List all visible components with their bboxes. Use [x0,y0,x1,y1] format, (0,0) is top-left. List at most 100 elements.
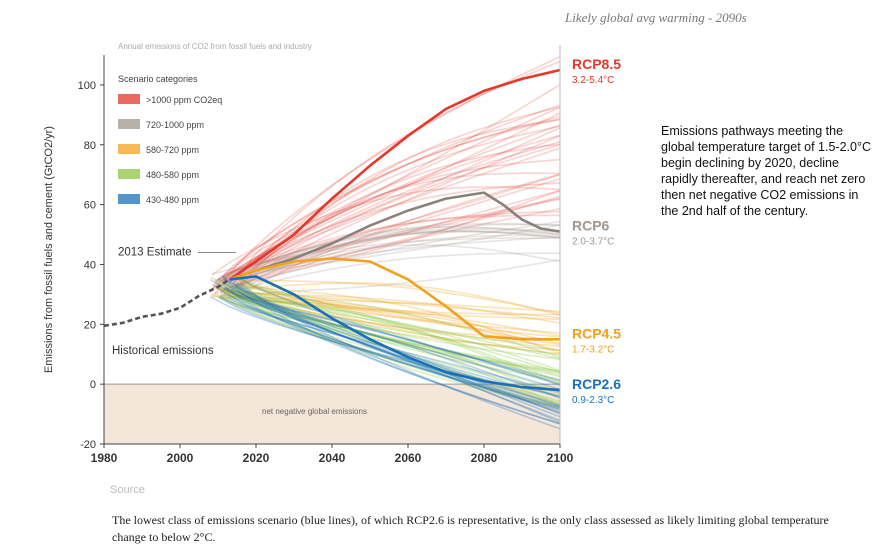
band-blue-line [210,278,561,423]
band-orange-line [227,294,561,316]
legend-item-label: 480-580 ppm [146,170,199,180]
band-green-line [219,281,561,408]
legend-swatch [118,119,140,129]
rcp-label: RCP6 [572,218,610,234]
rcp-range-label: 1.7-3.2°C [572,344,614,355]
band-green-line [230,273,561,383]
chart-labels: 2013 Estimate Historical emissions net neg… [112,56,621,416]
band-red-line [222,210,561,282]
band-red-line [236,141,561,284]
band-orange-line [215,288,561,319]
band-red-line [214,214,560,282]
band-red-line [226,147,561,282]
band-red-line [226,135,561,296]
band-green-line [221,289,561,372]
series-line-rcp6 [228,191,561,281]
band-red-line [222,118,561,292]
band-red-line [214,104,561,285]
band-red-line [211,134,561,292]
band-orange-line [232,276,561,355]
band-orange-line [225,291,561,324]
figure-caption: The lowest class of emissions scenario (… [112,513,829,544]
series-line-rcp4-5 [228,257,560,341]
band-red-line [210,124,561,291]
band-orange-line [237,282,561,346]
band-orange-line [220,288,561,347]
band-gray-line [232,230,561,291]
negative-emissions-region [104,384,560,444]
warming-header: Likely global avg warming - 2090s [565,10,747,25]
negative-region-label: net negative global emissions [262,407,367,416]
band-gray-line [222,228,561,296]
band-gray-line [229,220,561,292]
band-green-line [210,276,561,399]
band-blue-line [222,287,561,386]
x-tick-label: 2020 [243,451,270,465]
band-blue-line [239,281,561,430]
band-red-line [211,190,561,297]
band-orange-line [226,289,561,351]
band-orange-line [218,288,561,334]
band-green-line [230,284,561,374]
band-gray-line [237,259,561,297]
band-gray-line [239,236,561,277]
band-red-line [223,198,561,276]
band-green-line [217,293,561,409]
band-blue-line [230,288,561,385]
band-red-line [235,143,561,288]
band-gray-line [214,224,561,282]
historical-label: Historical emissions [112,345,214,357]
band-blue-line [234,285,561,414]
band-green-line [221,294,561,373]
x-tick-label: 2040 [319,451,346,465]
scenario-bands [210,55,561,430]
legend-swatch [118,169,140,179]
band-orange-line [230,291,561,352]
band-gray-line [231,226,561,280]
band-red-line [235,127,561,278]
series-line-historical [103,278,231,328]
band-gray-line [212,237,560,275]
band-green-line [220,288,561,406]
band-green-line [228,283,561,361]
legend-swatch [118,144,140,154]
band-red-line [216,195,561,288]
y-tick-label: -20 [80,439,96,451]
band-orange-line [222,294,561,321]
band-green-line [220,294,561,403]
y-tick-label: 60 [84,200,96,212]
band-blue-line [234,283,561,422]
band-red-line [220,207,561,293]
band-green-line [220,290,561,356]
series-line-rcp8-5 [228,68,561,281]
legend-item-label: 720-1000 ppm [146,120,204,130]
rcp-label: RCP8.5 [572,56,621,72]
band-orange-line [225,295,561,313]
x-tick-label: 2000 [167,451,194,465]
pathways-annotation: Emissions pathways meeting the global te… [661,124,871,218]
band-green-line [214,293,561,404]
band-red-line [223,118,561,296]
band-green-line [238,278,561,387]
band-green-line [236,286,561,382]
rcp-label: RCP4.5 [572,325,621,341]
estimate-2013-label: 2013 Estimate [118,246,192,258]
legend-item-label: >1000 ppm CO2eq [146,95,222,105]
band-blue-line [231,278,561,408]
y-tick-label: 80 [84,140,96,152]
band-green-line [232,282,561,359]
rcp-range-label: 3.2-5.4°C [572,75,614,86]
band-red-line [212,106,561,286]
band-gray-line [219,252,560,298]
x-tick-label: 2100 [547,451,574,465]
band-orange-line [229,277,561,315]
band-blue-line [223,285,561,399]
band-orange-line [226,275,561,338]
band-blue-line [217,278,561,407]
band-green-line [213,294,561,372]
band-gray-line [225,223,561,277]
plot-background [104,383,560,444]
legend: Scenario categories >1000 ppm CO2eq 720-10… [118,74,222,205]
band-green-line [232,284,561,360]
